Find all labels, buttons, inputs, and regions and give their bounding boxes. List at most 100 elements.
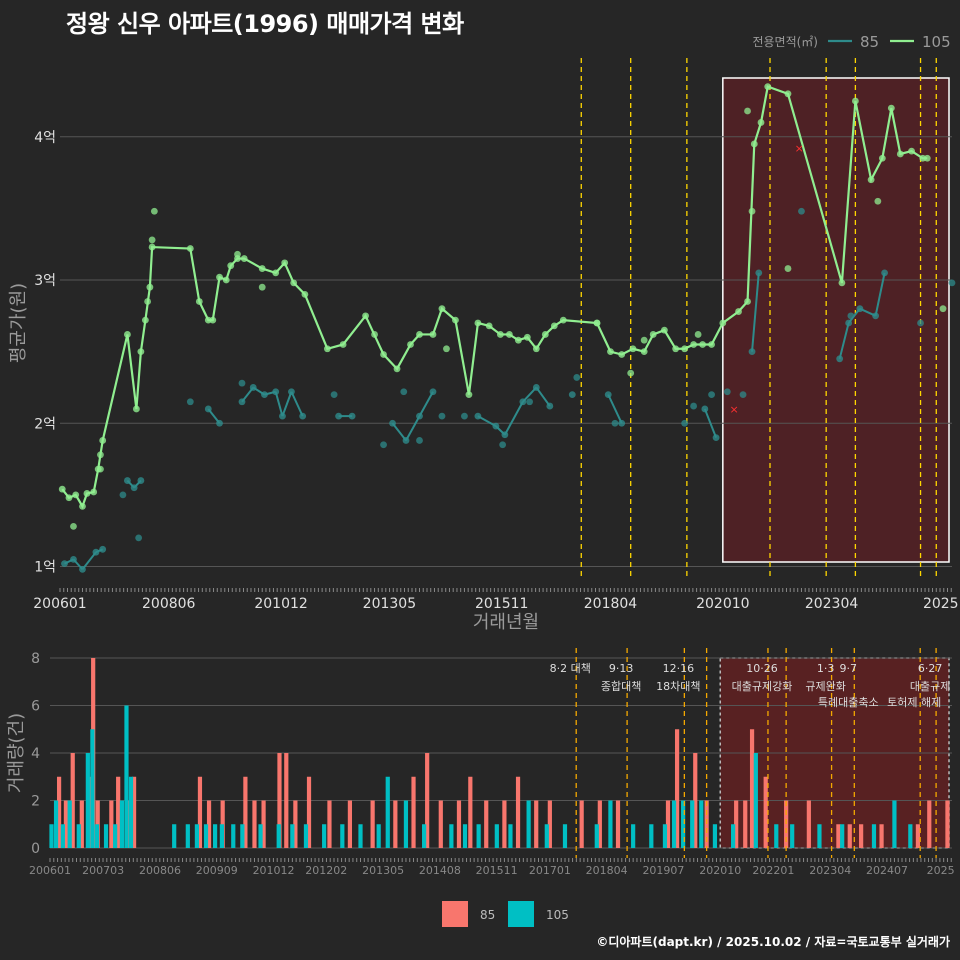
bar-105 (290, 824, 295, 848)
bar-105 (422, 824, 427, 848)
policy-text: 규제완화 (805, 680, 845, 693)
x-tick-label: 201202 (305, 864, 347, 877)
cancel-mark: × (729, 403, 738, 416)
bar-105 (219, 824, 225, 848)
point-105 (72, 491, 80, 499)
point-85 (204, 405, 212, 413)
x-axis-title: 거래년월 (473, 612, 539, 633)
point-85 (279, 412, 286, 420)
bar-85 (116, 776, 121, 848)
bar-85 (70, 753, 75, 848)
point-85 (847, 312, 855, 320)
point-105 (672, 345, 680, 353)
bar-105 (276, 824, 281, 848)
bar-105 (185, 824, 190, 848)
x-tick-label: 200703 (82, 864, 124, 877)
bar-105 (753, 753, 758, 848)
bar-105 (203, 824, 209, 848)
point-85 (137, 477, 145, 484)
point-105 (301, 290, 309, 298)
point-105 (438, 305, 446, 313)
policy-text: 종합대책 (601, 680, 641, 693)
point-105 (195, 298, 203, 305)
series-segment-85 (290, 391, 304, 417)
point-105 (735, 308, 742, 315)
bar-legend-label-85: 85 (480, 908, 495, 922)
point-105 (699, 341, 706, 348)
point-85 (492, 422, 500, 430)
bar-85 (261, 800, 266, 848)
point-105 (541, 331, 549, 338)
bar-105 (892, 800, 897, 848)
point-105 (209, 316, 217, 324)
bar-105 (49, 824, 54, 848)
bar-85 (502, 800, 507, 848)
x-tick-label: 201012 (254, 596, 307, 612)
point-85 (99, 545, 107, 553)
bar-85 (197, 776, 203, 848)
point-85 (739, 391, 747, 399)
bar-105 (94, 824, 100, 848)
bar-105 (67, 800, 72, 848)
bar-85 (411, 776, 416, 848)
point-85 (501, 431, 509, 439)
bar-85 (293, 800, 298, 848)
bar-105 (449, 824, 454, 848)
bar-105 (712, 824, 718, 848)
series-segment-85 (535, 386, 551, 407)
series-segment-85 (503, 401, 524, 436)
point-105 (532, 345, 540, 353)
point-105 (97, 451, 104, 459)
point-105 (750, 140, 758, 148)
point-105 (757, 119, 765, 126)
point-105 (124, 331, 131, 338)
point-85 (272, 388, 280, 396)
bar-85 (547, 800, 552, 848)
bar-105 (212, 824, 218, 848)
bar-105 (671, 800, 677, 848)
legend-label-105: 105 (922, 33, 951, 51)
point-105 (281, 259, 289, 267)
x-tick-label: 201511 (476, 864, 518, 877)
point-105 (393, 365, 401, 373)
point-85 (690, 402, 698, 410)
bar-85 (704, 800, 709, 848)
point-105 (272, 269, 280, 277)
bar-85 (579, 800, 584, 848)
point-105 (144, 298, 152, 305)
bar-105 (871, 824, 877, 848)
bar-85 (468, 776, 473, 848)
point-105 (141, 316, 149, 324)
y-tick-label: 3억 (34, 273, 56, 289)
bar-105 (494, 824, 499, 848)
point-105 (923, 154, 931, 162)
point-85 (881, 269, 888, 277)
bar-85 (370, 800, 375, 848)
point-105 (939, 305, 947, 313)
bar-105 (562, 824, 568, 848)
bar-85 (836, 824, 841, 848)
point-85 (532, 384, 540, 391)
bar-105 (340, 824, 345, 848)
point-105 (629, 345, 637, 353)
point-85 (238, 398, 246, 406)
bar-105 (128, 776, 134, 848)
point-105 (607, 348, 614, 356)
point-105 (694, 331, 702, 338)
policy-text: 대출규제 (910, 680, 950, 693)
point-105 (70, 523, 77, 530)
series-segment-85 (391, 422, 407, 442)
source-footer: ©디아파트(dapt.kr) / 2025.10.02 / 자료=국토교통부 실… (596, 935, 950, 949)
point-105 (240, 255, 248, 262)
bar-85 (915, 824, 921, 848)
bar-85 (438, 800, 443, 848)
point-85 (400, 388, 408, 396)
point-105 (744, 107, 751, 115)
point-85 (124, 477, 131, 484)
point-85 (79, 565, 86, 573)
point-85 (845, 319, 853, 327)
x-tick-label: 2025 (923, 596, 959, 612)
policy-date: 10·26 (746, 662, 778, 675)
x-tick-label: 200601 (33, 596, 86, 612)
policy-text: 18차대책 (656, 680, 700, 693)
